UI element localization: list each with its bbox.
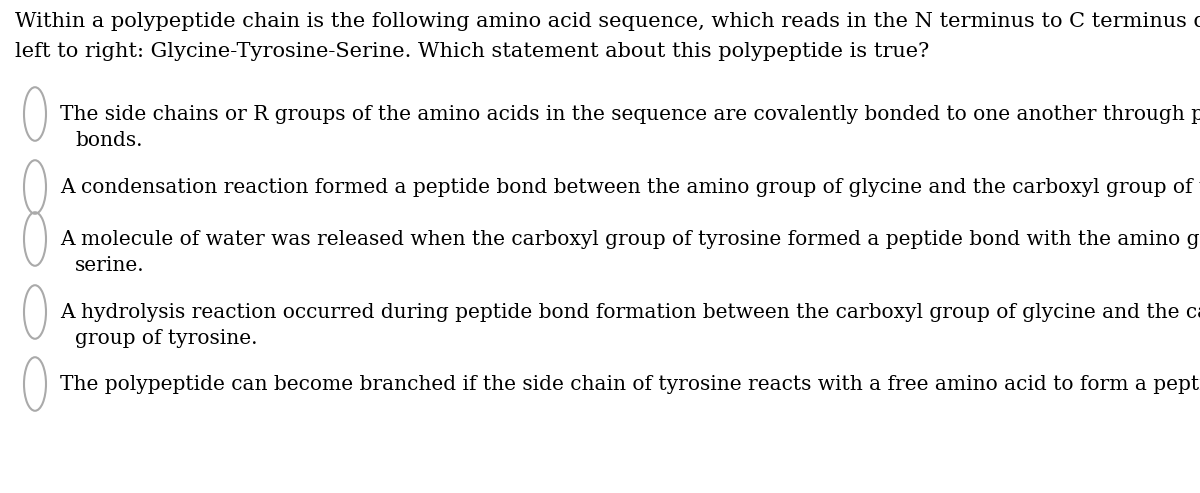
Text: The polypeptide can become branched if the side chain of tyrosine reacts with a : The polypeptide can become branched if t… bbox=[60, 375, 1200, 394]
Text: left to right: Glycine-Tyrosine-Serine. Which statement about this polypeptide i: left to right: Glycine-Tyrosine-Serine. … bbox=[14, 42, 929, 61]
Text: group of tyrosine.: group of tyrosine. bbox=[74, 329, 258, 348]
Text: serine.: serine. bbox=[74, 256, 145, 275]
Text: The side chains or R groups of the amino acids in the sequence are covalently bo: The side chains or R groups of the amino… bbox=[60, 105, 1200, 124]
Text: Within a polypeptide chain is the following amino acid sequence, which reads in : Within a polypeptide chain is the follow… bbox=[14, 12, 1200, 31]
Text: A molecule of water was released when the carboxyl group of tyrosine formed a pe: A molecule of water was released when th… bbox=[60, 230, 1200, 249]
Text: A condensation reaction formed a peptide bond between the amino group of glycine: A condensation reaction formed a peptide… bbox=[60, 178, 1200, 197]
Text: bonds.: bonds. bbox=[74, 131, 143, 150]
Text: A hydrolysis reaction occurred during peptide bond formation between the carboxy: A hydrolysis reaction occurred during pe… bbox=[60, 303, 1200, 322]
